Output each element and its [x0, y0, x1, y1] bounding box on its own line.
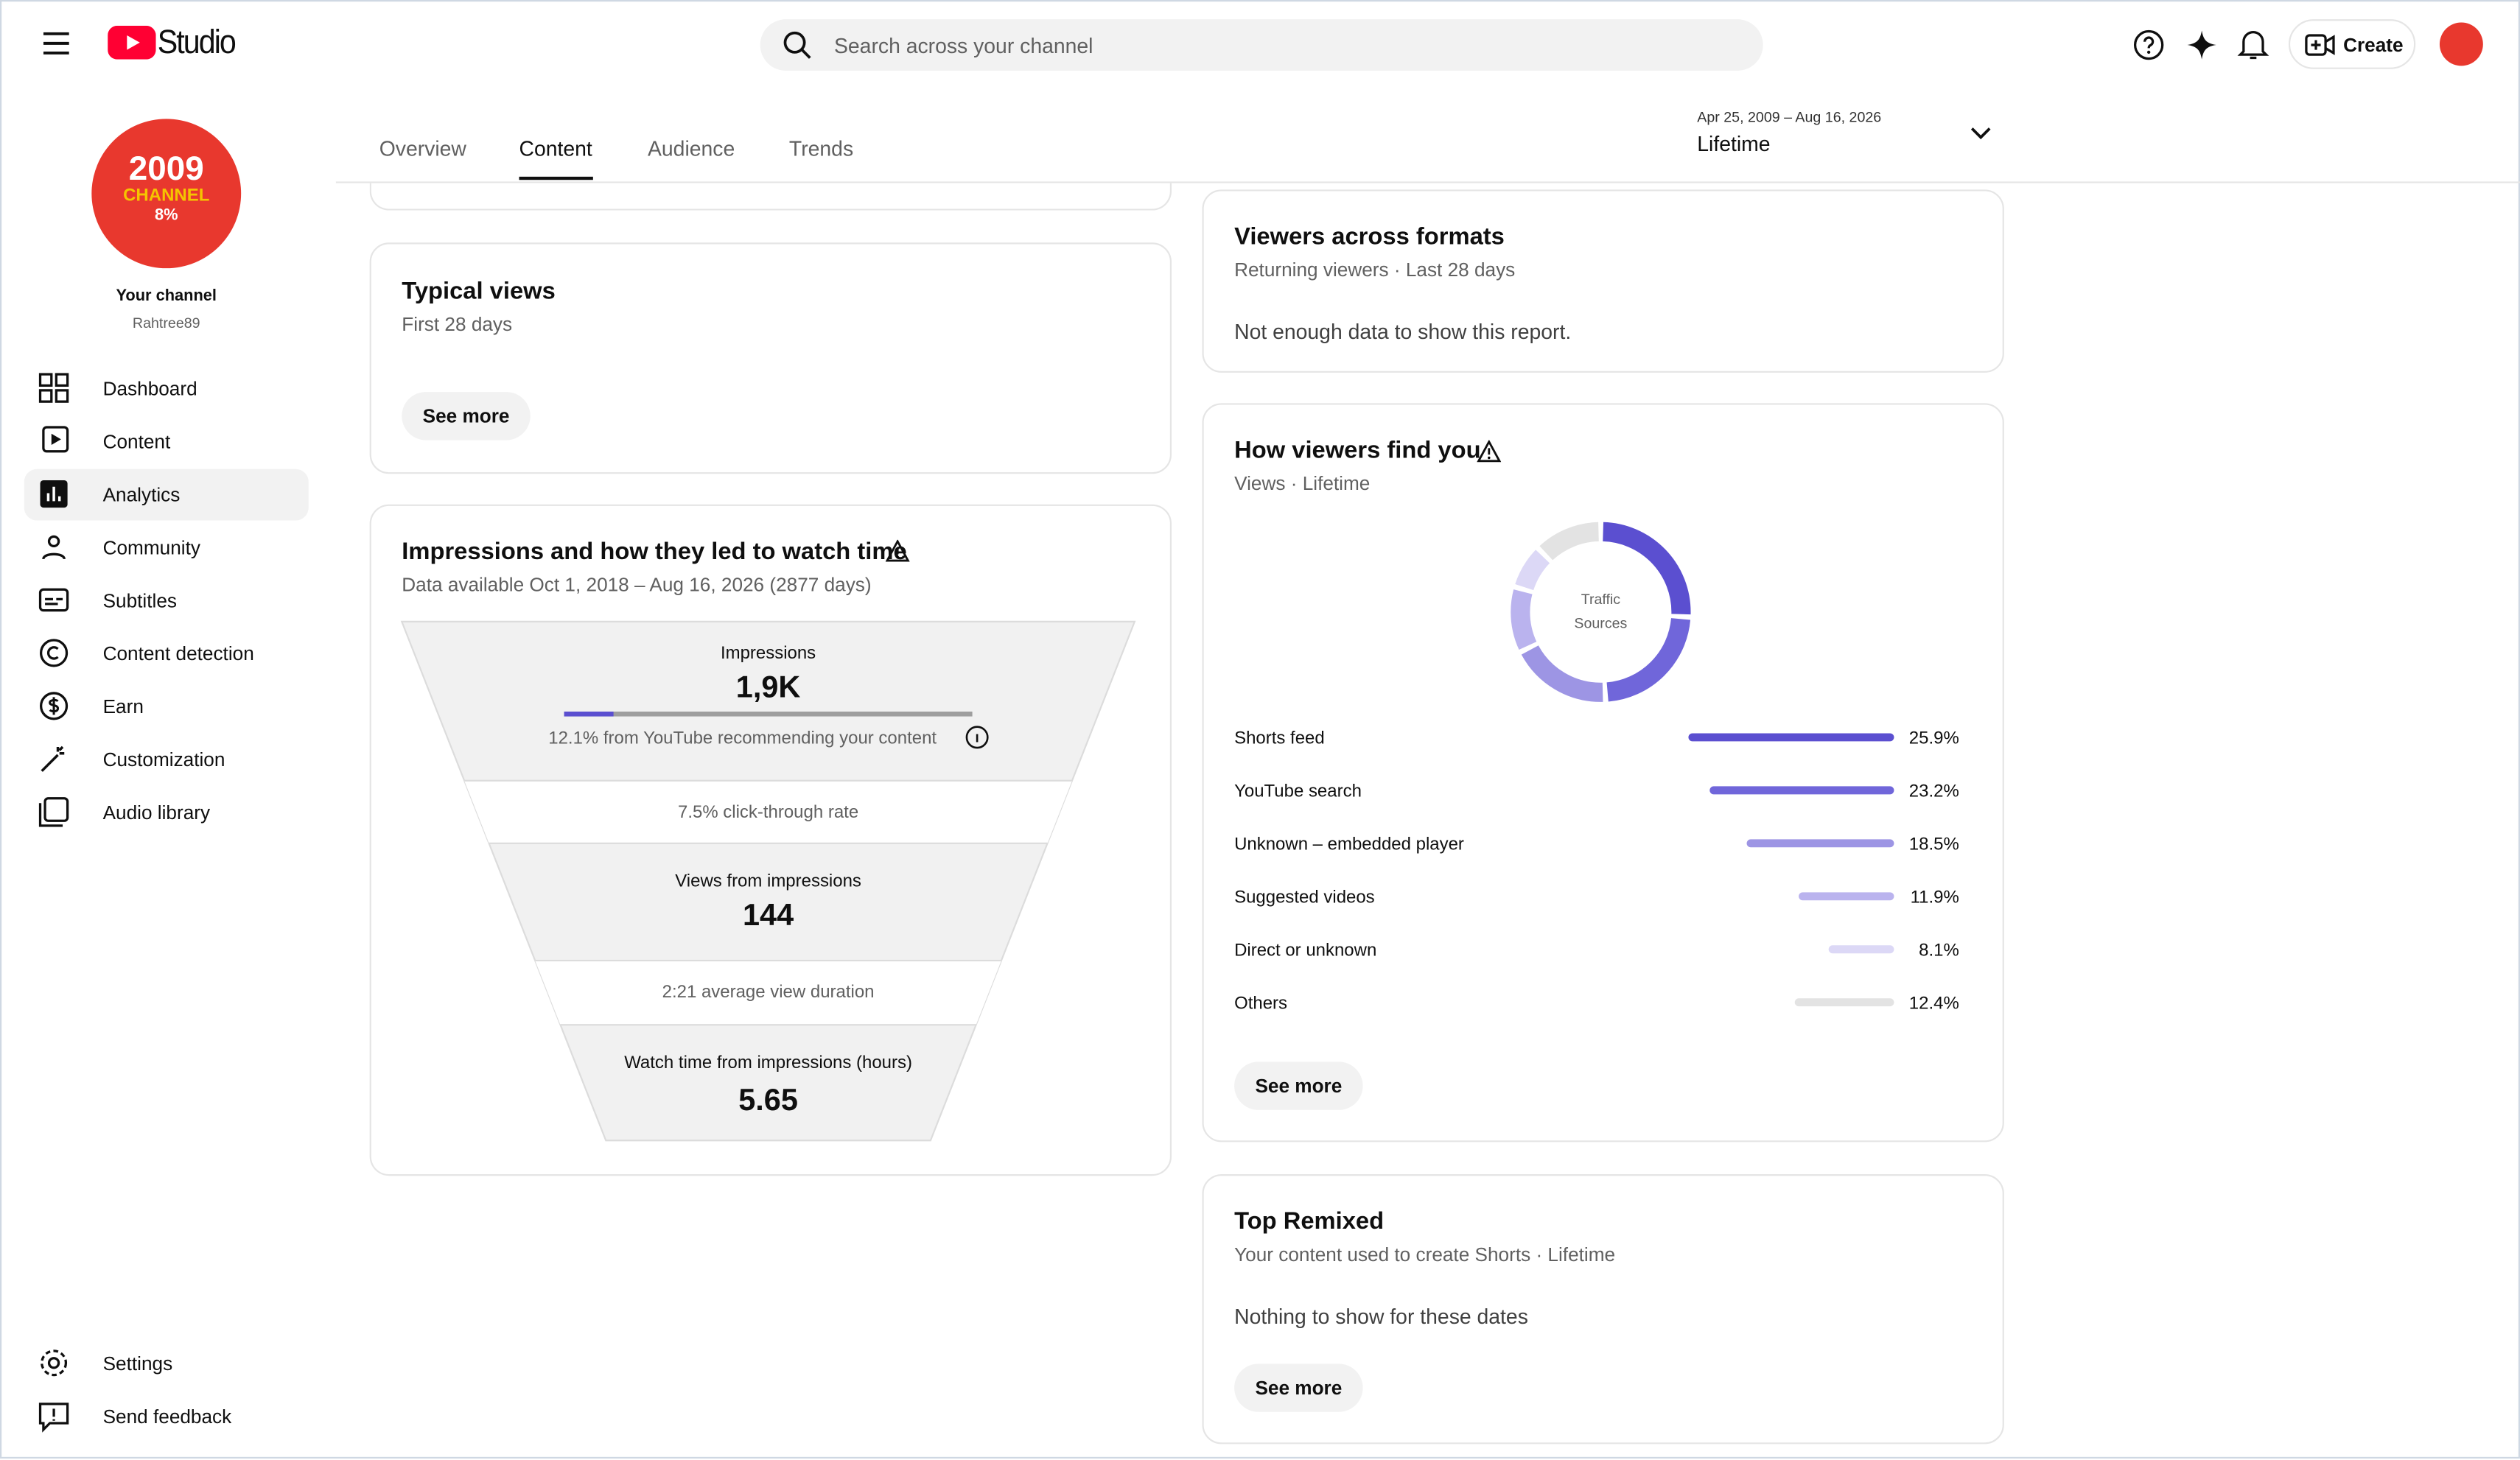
date-label: Lifetime	[1697, 131, 1771, 156]
see-more-button[interactable]: See more	[1234, 1364, 1363, 1412]
see-more-button[interactable]: See more	[1234, 1061, 1363, 1110]
nav-item[interactable]: Content	[24, 416, 309, 468]
avatar-word: CHANNEL	[123, 186, 210, 206]
nav-item[interactable]: Analytics	[24, 468, 309, 521]
avatar-percent: 8%	[154, 207, 178, 225]
impressions-card: Impressions and how they led to watch ti…	[369, 504, 1172, 1176]
nav-icon	[38, 797, 69, 827]
date-dropdown[interactable]	[1970, 127, 1991, 141]
nav-label: Content detection	[102, 642, 254, 665]
nav-icon	[40, 480, 68, 508]
nav-label: Subtitles	[102, 589, 177, 612]
avatar-year: 2009	[128, 150, 204, 189]
nav-icon	[38, 1403, 69, 1433]
ai-icon[interactable]	[2185, 29, 2218, 61]
nav-label: Dashboard	[102, 377, 197, 400]
nav-item[interactable]: Audio library	[24, 787, 309, 839]
create-button[interactable]: Create	[2288, 19, 2416, 69]
search-icon	[783, 31, 811, 59]
nav-item[interactable]: Content detection	[24, 628, 309, 680]
nav-label: Customization	[102, 748, 225, 771]
find-you-card: How viewers find you Views · Lifetime Se…	[1202, 403, 2004, 1143]
channel-label: Your channel	[116, 287, 217, 306]
nav-item[interactable]: Send feedback	[24, 1391, 309, 1442]
viewers-formats-card: Viewers across formats Returning viewers…	[1202, 189, 2004, 373]
nav-item[interactable]: Earn	[24, 681, 309, 733]
nav-icon	[38, 588, 69, 612]
nav-icon	[42, 535, 66, 560]
tab[interactable]: Audience	[647, 136, 735, 161]
nav-item[interactable]: Customization	[24, 734, 309, 786]
nav-icon	[42, 426, 69, 453]
top-remixed-card: Top Remixed Your content used to create …	[1202, 1174, 2004, 1445]
typical-views-card: Typical views First 28 days See more	[369, 242, 1172, 474]
channel-name: Rahtree89	[132, 315, 200, 331]
create-label: Create	[2343, 33, 2404, 57]
nav-label: Analytics	[102, 483, 181, 506]
tab[interactable]: Overview	[379, 136, 466, 161]
date-range: Apr 25, 2009 – Aug 16, 2026	[1697, 109, 1882, 126]
logo-text[interactable]: Studio	[157, 24, 237, 61]
card-title: Viewers across formats	[1234, 223, 1505, 251]
tabs-divider	[335, 181, 2520, 183]
card-title: Top Remixed	[1234, 1207, 1385, 1235]
search-box[interactable]: Search across your channel	[760, 19, 1763, 71]
card-title: How viewers find you	[1234, 437, 1481, 465]
menu-button[interactable]	[43, 32, 69, 55]
nav-item[interactable]: Dashboard	[24, 363, 309, 415]
notifications-icon[interactable]	[2237, 27, 2269, 63]
logo-icon[interactable]	[108, 25, 156, 60]
nav-item[interactable]: Subtitles	[24, 575, 309, 627]
card-subtitle: Returning viewers · Last 28 days	[1234, 259, 1516, 281]
warning-icon[interactable]	[1477, 440, 1502, 463]
create-icon	[2305, 34, 2335, 56]
empty-message: Nothing to show for these dates	[1234, 1304, 1528, 1329]
card-title: Typical views	[402, 278, 556, 306]
nav-label: Settings	[102, 1352, 173, 1375]
nav-icon	[41, 1350, 68, 1377]
card-title: Impressions and how they led to watch ti…	[402, 538, 907, 566]
nav-label: Earn	[102, 695, 144, 718]
channel-avatar[interactable]: 2009 CHANNEL 8%	[91, 119, 242, 269]
card-subtitle: Views · Lifetime	[1234, 472, 1371, 495]
card-subtitle: First 28 days	[402, 313, 513, 336]
tab-underline	[519, 176, 592, 180]
nav-icon	[41, 745, 65, 772]
empty-message: Not enough data to show this report.	[1234, 319, 1572, 344]
nav-label: Audio library	[102, 801, 211, 824]
nav-label: Send feedback	[102, 1405, 232, 1428]
nav-icon	[38, 373, 69, 403]
nav-label: Community	[102, 536, 200, 559]
card-fragment	[369, 183, 1172, 211]
card-subtitle: Your content used to create Shorts · Lif…	[1234, 1243, 1616, 1266]
tab[interactable]: Trends	[788, 136, 854, 161]
nav-item[interactable]: Community	[24, 522, 309, 574]
nav-icon	[39, 639, 69, 667]
help-icon[interactable]	[2132, 29, 2165, 61]
nav-item[interactable]: Settings	[24, 1338, 309, 1389]
tab[interactable]: Content	[519, 136, 592, 180]
see-more-button[interactable]: See more	[402, 392, 531, 441]
warning-icon[interactable]	[885, 539, 910, 563]
card-subtitle: Data available Oct 1, 2018 – Aug 16, 202…	[402, 573, 872, 597]
nav-icon	[39, 692, 69, 720]
search-placeholder: Search across your channel	[834, 33, 1093, 58]
nav-label: Content	[102, 430, 171, 453]
account-avatar[interactable]	[2439, 22, 2483, 66]
